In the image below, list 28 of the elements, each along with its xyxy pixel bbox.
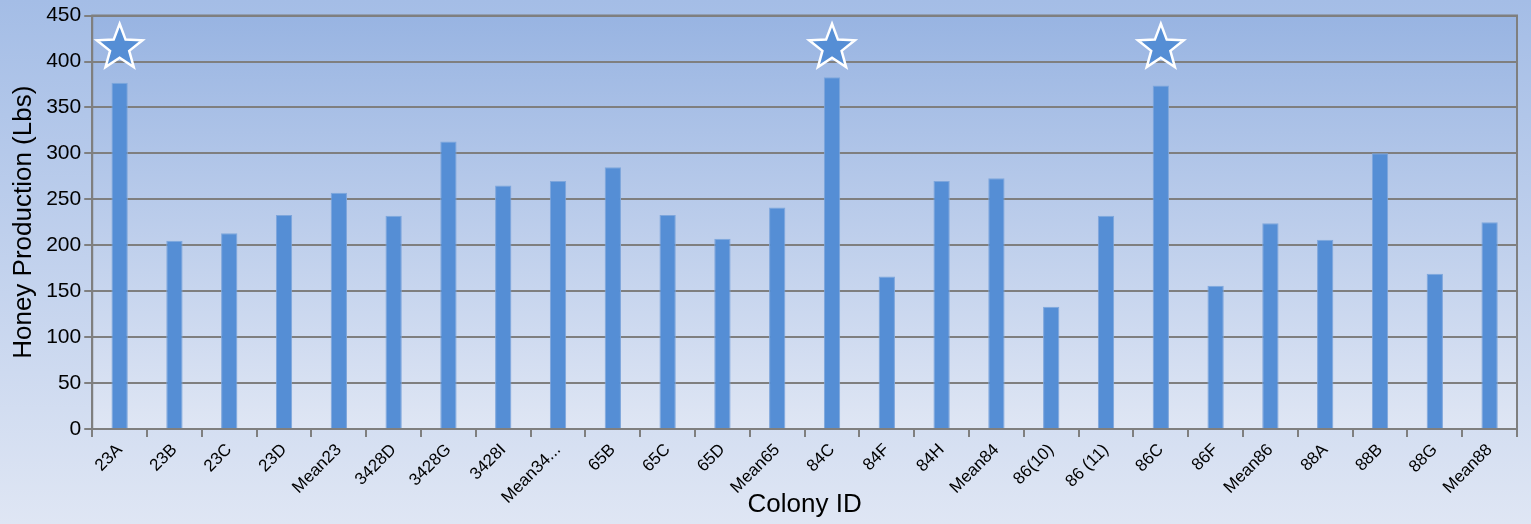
- x-axis-title: Colony ID: [747, 487, 862, 518]
- x-tick-label: 84H: [912, 439, 948, 476]
- x-tick-label: 88A: [1296, 439, 1332, 475]
- x-tick-label: 84C: [802, 439, 839, 476]
- x-tick-label: 23D: [254, 439, 291, 476]
- y-tick-label: 0: [69, 415, 82, 439]
- x-tick-label: 86F: [1187, 439, 1222, 474]
- y-tick-label: 150: [46, 277, 82, 301]
- x-tick-label: 84F: [858, 439, 893, 474]
- y-axis-title: Honey Production (Lbs): [6, 85, 37, 359]
- y-tick-label: 300: [46, 140, 82, 164]
- y-tick-label: 100: [46, 323, 82, 347]
- y-tick-label: 450: [46, 2, 82, 26]
- x-tick-label: 86C: [1131, 439, 1167, 476]
- y-tick-label: 200: [46, 232, 82, 256]
- x-tick-label: 88B: [1351, 439, 1387, 475]
- y-tick-label: 400: [46, 48, 82, 72]
- x-tick-label: 65B: [584, 439, 619, 475]
- y-tick-label: 250: [46, 186, 82, 210]
- y-tick-label: 350: [46, 94, 82, 118]
- x-tick-label: 65D: [693, 439, 729, 476]
- x-tick-label: 23B: [145, 439, 181, 475]
- x-tick-label: 23C: [199, 439, 236, 476]
- x-tick-label: 65C: [638, 439, 674, 476]
- x-tick-label: 88G: [1404, 439, 1441, 476]
- x-tick-label: 23A: [90, 439, 127, 475]
- y-tick-label: 50: [57, 369, 82, 393]
- x-tick-label: 86 (11): [1061, 439, 1113, 491]
